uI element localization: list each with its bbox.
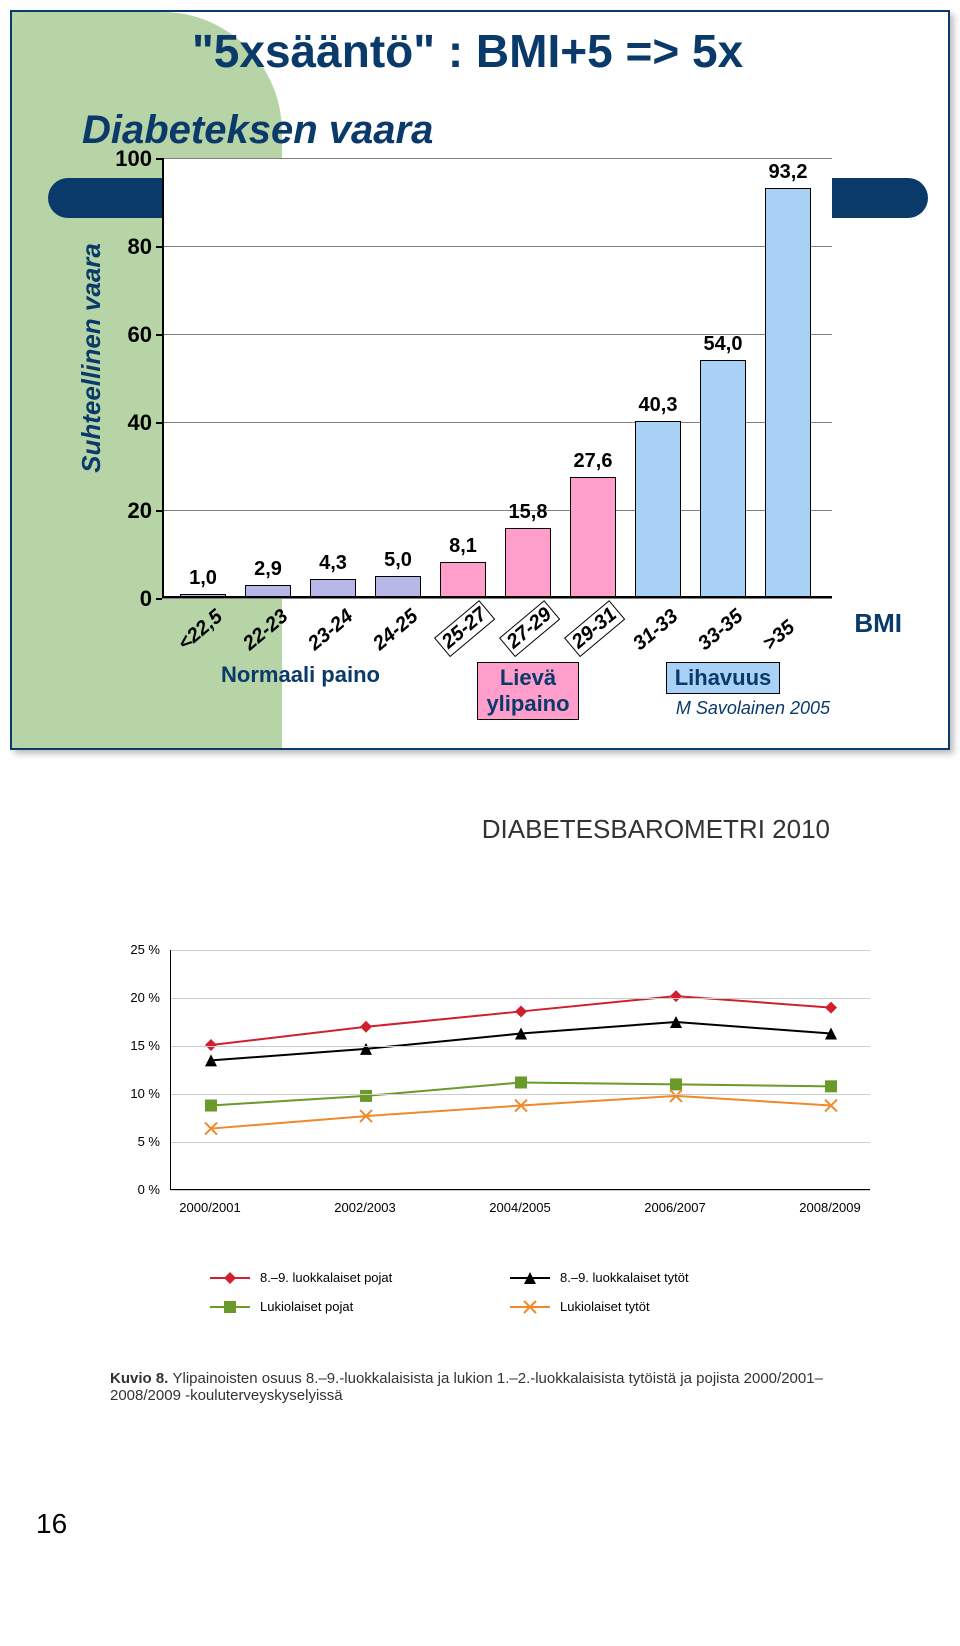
slide-title: "5xsääntö" : BMI+5 => 5x [192, 24, 743, 78]
bar [375, 576, 421, 598]
line-x-tick-label: 2004/2005 [489, 1200, 550, 1215]
bar-value-label: 15,8 [509, 501, 548, 524]
line-y-tick-label: 10 % [110, 1086, 160, 1101]
bar [440, 562, 486, 598]
bar-plot-area: 1,0 2,9 4,3 5,0 8,1 15,8 27,6 40,3 54,0 93,2 [162, 158, 832, 598]
series-marker [360, 1021, 372, 1033]
line-y-tick-label: 20 % [110, 990, 160, 1005]
series-marker [825, 1002, 837, 1014]
legend-item: Lukiolaiset tytöt [510, 1299, 750, 1314]
x-category-label: 33-35 [694, 605, 748, 656]
line-y-tick-label: 5 % [110, 1134, 160, 1149]
y-tick-label: 80 [92, 234, 152, 260]
bottom-slide-title: DIABETESBAROMETRI 2010 [482, 814, 830, 845]
y-tick-label: 100 [92, 146, 152, 172]
group-label: Normaali paino [180, 662, 421, 688]
bar-value-label: 93,2 [769, 161, 808, 184]
series-marker [825, 1080, 837, 1092]
legend-item: 8.–9. luokkalaiset pojat [210, 1270, 450, 1285]
x-category-label: 23-24 [304, 605, 358, 656]
caption-body: Ylipainoisten osuus 8.–9.-luokkalaisista… [110, 1370, 823, 1404]
page-number: 16 [36, 1508, 67, 1540]
chart-legend: 8.–9. luokkalaiset pojat 8.–9. luokkalais… [210, 1270, 770, 1328]
bar-value-label: 8,1 [449, 535, 477, 558]
line-x-tick-label: 2002/2003 [334, 1200, 395, 1215]
line-y-tick-label: 15 % [110, 1038, 160, 1053]
legend-label: Lukiolaiset tytöt [560, 1299, 650, 1314]
x-axis [162, 596, 832, 598]
y-axis [162, 158, 164, 598]
series-marker [670, 1078, 682, 1090]
bar-chart: Suhteellinen vaara 1,02,94,35,08,115,827… [82, 158, 842, 688]
x-category-label: 22-23 [239, 605, 293, 656]
bar-value-label: 4,3 [319, 552, 347, 575]
y-tick-label: 40 [92, 410, 152, 436]
line-x-tick-label: 2000/2001 [179, 1200, 240, 1215]
series-marker [205, 1100, 217, 1112]
legend-item: 8.–9. luokkalaiset tytöt [510, 1270, 750, 1285]
x-axis-title: BMI [854, 608, 902, 639]
x-category-label: 25-27 [434, 600, 495, 657]
y-tick-label: 20 [92, 498, 152, 524]
line-chart: 0 %5 %10 %15 %20 %25 %2000/20012002/2003… [110, 950, 870, 1230]
x-category-label: 24-25 [369, 605, 423, 656]
series-marker [515, 1005, 527, 1017]
bar [505, 528, 551, 598]
bar-value-label: 27,6 [574, 450, 613, 473]
bar-value-label: 2,9 [254, 558, 282, 581]
x-category-label: >35 [759, 616, 800, 655]
line-y-tick-label: 0 % [110, 1182, 160, 1197]
legend-label: 8.–9. luokkalaiset pojat [260, 1270, 392, 1285]
y-tick-label: 60 [92, 322, 152, 348]
line-x-tick-label: 2008/2009 [799, 1200, 860, 1215]
slide-diabetesbarometri: DIABETESBAROMETRI 2010 0 % 5 % 10 % 15 % 20 … [10, 790, 950, 1550]
x-category-label: <22,5 [174, 605, 228, 655]
bar-value-label: 5,0 [384, 549, 412, 572]
line-y-tick-label: 25 % [110, 942, 160, 957]
x-category-label: 27-29 [499, 600, 560, 657]
legend-label: Lukiolaiset pojat [260, 1299, 353, 1314]
legend-label: 8.–9. luokkalaiset tytöt [560, 1270, 689, 1285]
bar-value-label: 1,0 [189, 567, 217, 590]
line-x-tick-label: 2006/2007 [644, 1200, 705, 1215]
bar [635, 421, 681, 598]
line-chart-svg [171, 950, 871, 1190]
series-marker [360, 1090, 372, 1102]
y-tick-label: 0 [92, 586, 152, 612]
group-label: Lieväylipaino [440, 662, 616, 720]
caption-prefix: Kuvio 8. [110, 1370, 173, 1387]
chart-credit: M Savolainen 2005 [676, 698, 830, 719]
series-line [211, 1096, 831, 1129]
figure-caption: Kuvio 8. Ylipainoisten osuus 8.–9.-luokk… [110, 1370, 870, 1404]
series-marker [670, 990, 682, 1002]
x-category-label: 29-31 [564, 600, 625, 657]
slide-bmi-diabetes: "5xsääntö" : BMI+5 => 5x Diabeteksen vaa… [10, 10, 950, 750]
x-category-label: 31-33 [629, 605, 683, 656]
bar-value-label: 54,0 [704, 333, 743, 356]
bar [765, 188, 811, 598]
line-plot-area [170, 950, 870, 1190]
group-label: Lihavuus [635, 662, 811, 694]
bar [700, 360, 746, 598]
bar [570, 477, 616, 598]
bar-value-label: 40,3 [639, 394, 678, 417]
series-marker [515, 1076, 527, 1088]
legend-item: Lukiolaiset pojat [210, 1299, 450, 1314]
